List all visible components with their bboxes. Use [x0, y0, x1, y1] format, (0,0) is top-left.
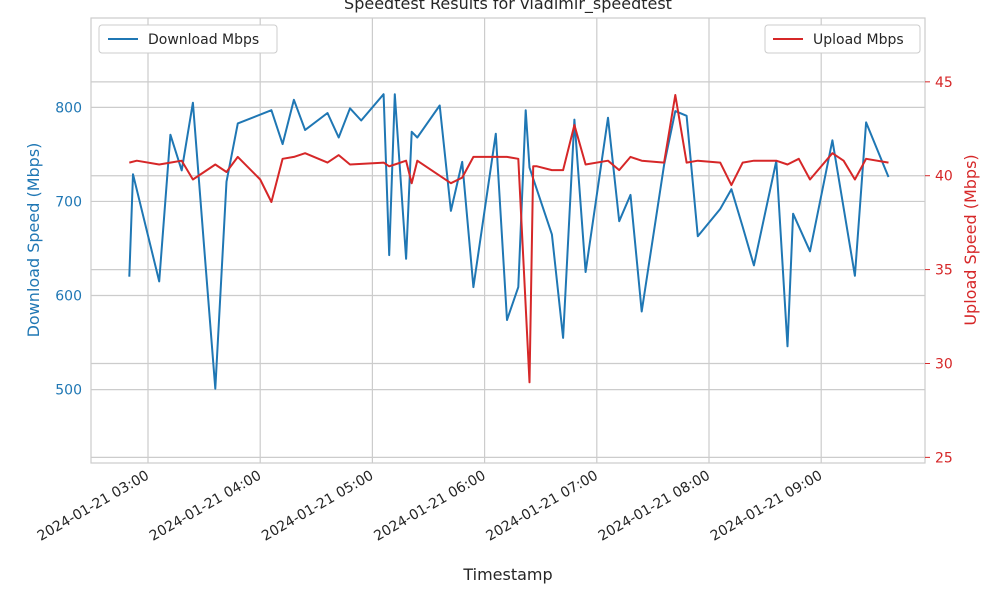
x-axis-label: Timestamp: [462, 565, 552, 584]
legend-download: Download Mbps: [98, 24, 278, 54]
y-left-tick-label: 600: [55, 289, 82, 305]
y-right-tick-label: 35: [935, 263, 953, 279]
plot-frame: [90, 17, 926, 464]
grid-lines: [91, 18, 925, 463]
download-series-line: [128, 93, 890, 390]
y-left-tick-label: 700: [55, 194, 82, 210]
legend-upload: Upload Mbps: [764, 24, 921, 54]
y-right-tick-label: 40: [935, 169, 953, 185]
series-lines: [128, 93, 890, 390]
chart-title: Speedtest Results for vladimir_speedtest: [344, 0, 672, 14]
y-axis-right-label: Upload Speed (Mbps): [961, 154, 980, 325]
y-left-tick-label: 500: [55, 383, 82, 399]
y-right-tick-label: 45: [935, 75, 953, 91]
y-right-tick-label: 25: [935, 450, 953, 466]
y-left-tick-label: 800: [55, 100, 82, 116]
upload-series-line: [129, 94, 889, 384]
y-axis-left-label: Download Speed (Mbps): [24, 143, 43, 338]
y-right-tick-label: 30: [935, 356, 953, 372]
legend-download-label: Download Mbps: [148, 32, 259, 48]
legend-upload-label: Upload Mbps: [813, 32, 904, 48]
